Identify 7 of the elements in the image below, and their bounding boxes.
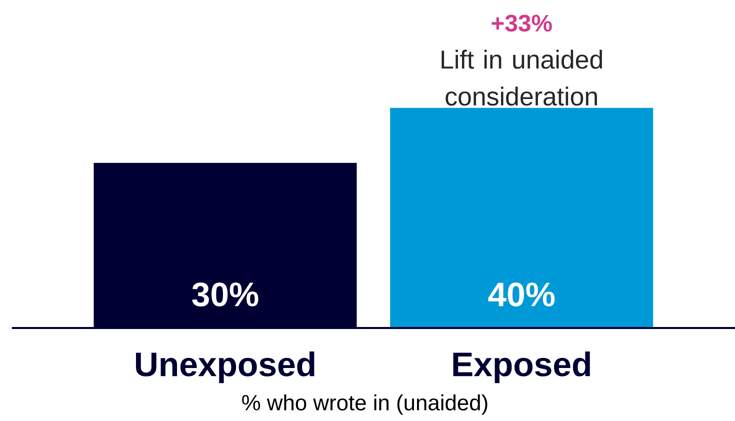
- x-tick-label: Exposed: [453, 352, 590, 384]
- x-tick-label: Unexposed: [136, 352, 314, 384]
- text: +33%: [492, 14, 552, 32]
- data-label: 40%: [488, 282, 555, 306]
- data-label: 30%: [192, 282, 258, 306]
- text: % who wrote in (unaided): [242, 394, 488, 415]
- text: Lift in unaided consideration: [442, 50, 602, 106]
